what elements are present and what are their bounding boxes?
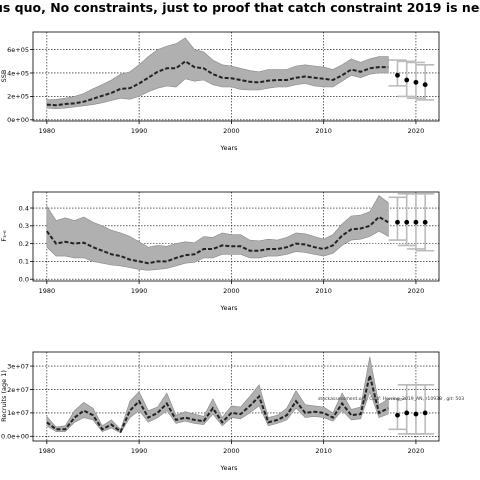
confidence-band xyxy=(46,195,389,271)
plot-frame xyxy=(32,31,440,122)
forecast-marker xyxy=(395,219,400,225)
panel-recruits: 1980 1990 2000 2010 2020 0.0e+00 1e+07 2e+07 3e+… xyxy=(0,351,440,472)
x-tick-label: 1980 xyxy=(39,127,56,135)
forecast-marker xyxy=(395,72,400,78)
y-tick-label: 3e+07 xyxy=(7,362,29,370)
x-axis-label: Years xyxy=(219,304,238,312)
panel-ssb: 1980 1990 2000 2010 2020 0e+00 2e+05 4e+05 6e+05… xyxy=(0,31,440,152)
forecast-marker xyxy=(413,411,419,417)
figure-title-text: tus quo, No constraints, just to proof t… xyxy=(0,0,480,15)
y-axis-label: Recruits (age 1) xyxy=(0,370,8,422)
forecast-point xyxy=(388,196,407,241)
y-tick-label: 0.0 xyxy=(19,276,29,284)
forecast-marker xyxy=(404,219,410,225)
x-tick-label: 1990 xyxy=(131,287,148,295)
forecast-marker xyxy=(413,219,419,225)
forecast-point xyxy=(397,383,416,435)
y-tick-label: 0.2 xyxy=(19,240,29,248)
plot-frame xyxy=(32,351,440,442)
x-tick-label: 2000 xyxy=(223,447,240,455)
forecast-point xyxy=(406,192,425,250)
x-tick-label: 2010 xyxy=(315,287,332,295)
x-tick-label: 2020 xyxy=(408,447,425,455)
y-tick-label: 2e+07 xyxy=(7,386,29,394)
x-tick-label: 2020 xyxy=(408,127,425,135)
forecast-point xyxy=(416,63,435,101)
forecast-point xyxy=(397,192,416,247)
forecast-marker xyxy=(404,410,410,416)
x-tick-label: 2020 xyxy=(408,287,425,295)
figure-title: tus quo, No constraints, just to proof t… xyxy=(0,0,480,18)
forecast-point xyxy=(416,383,435,435)
forecast-marker xyxy=(413,79,419,85)
forecast-point xyxy=(388,59,407,87)
forecast-marker xyxy=(422,410,428,416)
estimate-line xyxy=(46,375,389,434)
x-axis-label: Years xyxy=(219,144,238,152)
y-tick-label: 2e+05 xyxy=(7,93,29,101)
confidence-band xyxy=(46,37,389,110)
y-tick-label: 0.4 xyxy=(19,204,29,212)
forecast-point xyxy=(397,60,416,98)
x-axis-label: Years xyxy=(219,464,238,472)
y-tick-label: 0e+00 xyxy=(7,116,29,124)
forecast-marker xyxy=(422,219,428,225)
panel-fbar: 1980 1990 2000 2010 2020 0.0 0.1 0.2 0.3 0.4 Years… xyxy=(0,191,440,312)
y-axis-label: SSB xyxy=(0,70,8,83)
y-tick-label: 0.3 xyxy=(19,222,29,230)
x-tick-label: 2010 xyxy=(315,127,332,135)
estimate-line xyxy=(45,215,389,265)
y-axis-label: F₃‐₆ xyxy=(0,230,8,242)
x-tick-label: 2000 xyxy=(223,127,240,135)
y-tick-label: 0.0e+00 xyxy=(1,433,29,441)
forecast-marker xyxy=(404,77,410,83)
plot-frame xyxy=(32,191,440,282)
y-tick-label: 0.1 xyxy=(19,258,29,266)
forecast-point xyxy=(406,383,425,435)
x-tick-label: 1980 xyxy=(39,447,56,455)
x-tick-label: 1980 xyxy=(39,287,56,295)
watermark-text: stockassessment.org, Conf: Herring_2019_… xyxy=(318,396,464,402)
x-tick-label: 2010 xyxy=(315,447,332,455)
confidence-band xyxy=(46,356,389,434)
y-tick-label: 6e+05 xyxy=(7,46,29,54)
forecast-marker xyxy=(422,82,428,88)
x-tick-label: 1990 xyxy=(131,127,148,135)
y-tick-label: 1e+07 xyxy=(7,409,29,417)
forecast-point xyxy=(416,192,435,252)
x-tick-label: 1990 xyxy=(131,447,148,455)
forecast-marker xyxy=(395,412,400,418)
forecast-point xyxy=(388,398,407,431)
forecast-point xyxy=(406,61,425,99)
y-tick-label: 4e+05 xyxy=(7,69,29,77)
x-tick-label: 2000 xyxy=(223,287,240,295)
